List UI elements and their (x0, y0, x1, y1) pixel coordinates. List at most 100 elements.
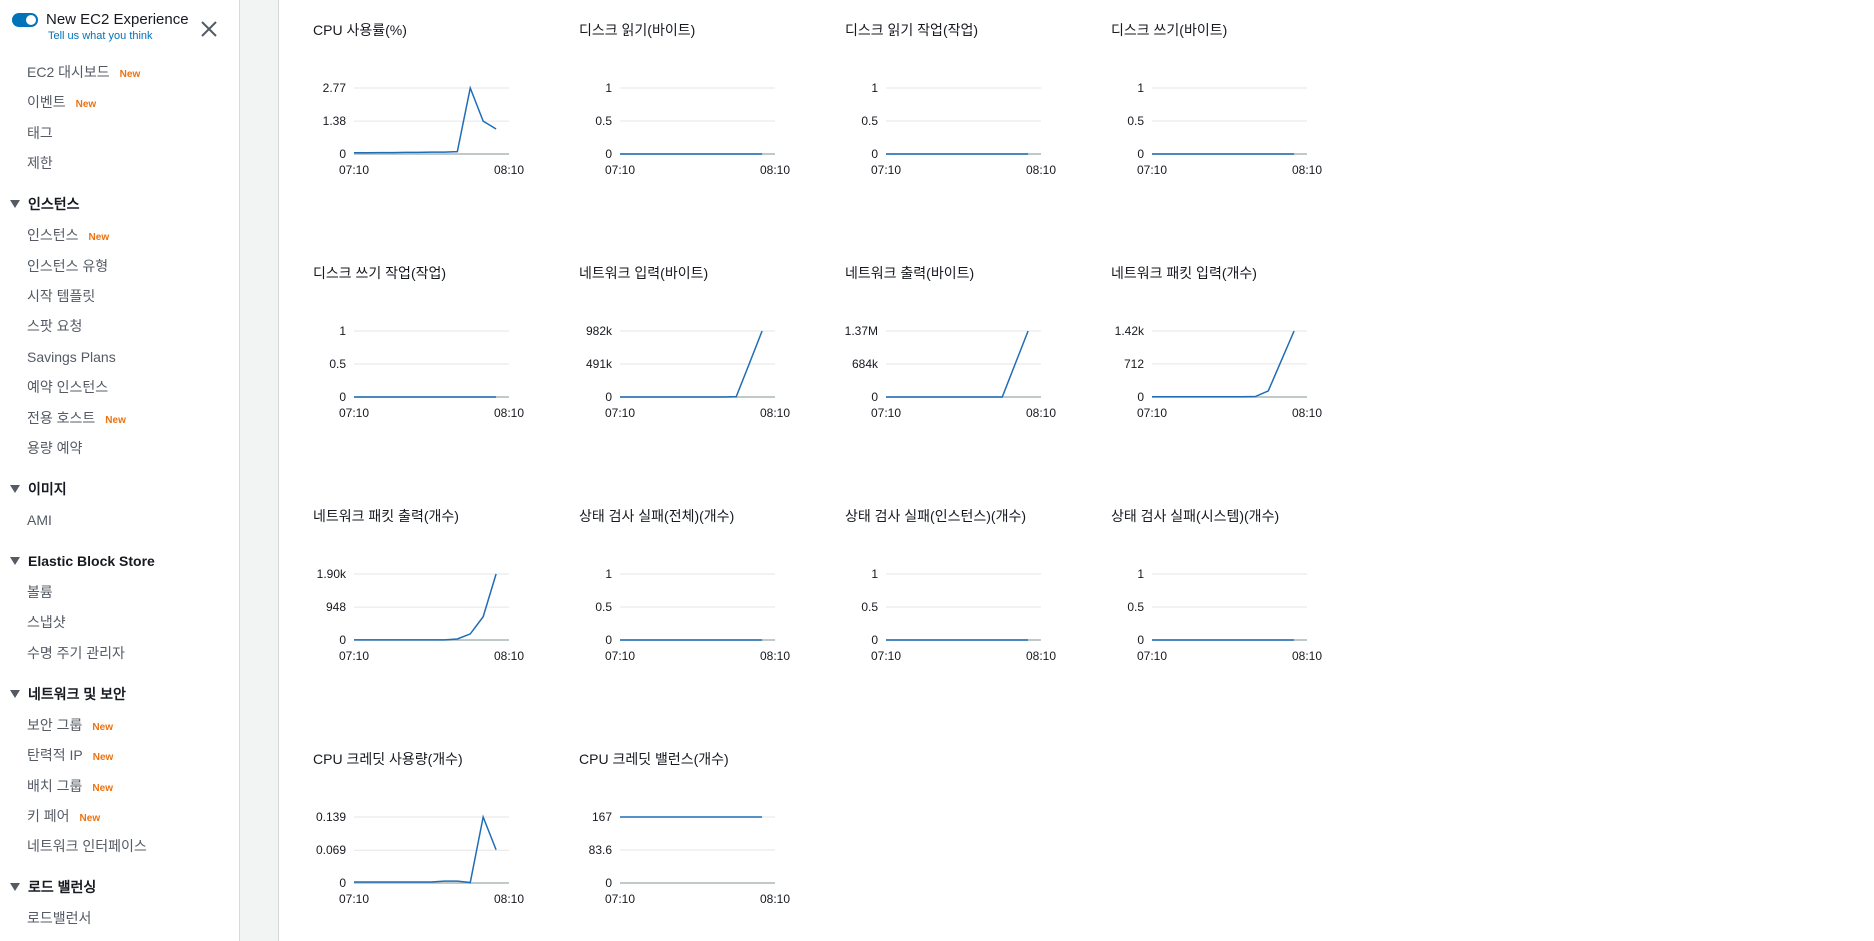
feedback-link[interactable]: Tell us what you think (48, 30, 153, 42)
nav-item[interactable]: Savings Plans (27, 347, 116, 367)
nav-label: 스팟 요청 (27, 318, 83, 335)
chart-title: 디스크 쓰기(바이트) (1111, 22, 1227, 38)
nav-item[interactable]: 배치 그룹 New (27, 776, 113, 799)
y-tick-label: 0 (339, 876, 346, 890)
nav-label: Savings Plans (27, 348, 116, 365)
y-tick-label: 83.6 (589, 843, 613, 857)
nav-item[interactable]: 키 페어 New (27, 806, 100, 829)
side-strip (240, 0, 279, 941)
y-tick-label: 0 (605, 876, 612, 890)
chart-title: 네트워크 패킷 출력(개수) (313, 508, 459, 524)
chart-title: 네트워크 출력(바이트) (845, 265, 974, 281)
chart-title: CPU 크레딧 사용량(개수) (313, 751, 463, 767)
y-tick-label: 0.069 (316, 843, 346, 857)
nav-item[interactable]: 제한 (27, 153, 53, 173)
chart-title: CPU 크레딧 밸런스(개수) (579, 751, 729, 767)
nav-label: 제한 (27, 155, 53, 172)
y-tick-label: 0 (871, 390, 878, 404)
x-tick-label: 08:10 (1292, 649, 1322, 663)
y-tick-label: 712 (1124, 357, 1144, 371)
metric-chart: 디스크 쓰기 작업(작업) 0 0.5 1 07:10 08:10 (313, 265, 524, 420)
metric-chart: 네트워크 입력(바이트) 0 491k 982k 07:10 08:10 (579, 265, 790, 420)
nav-item[interactable]: 시작 템플릿 (27, 286, 95, 306)
x-tick-label: 08:10 (760, 163, 790, 177)
y-tick-label: 1.38 (323, 114, 347, 128)
new-badge: New (92, 721, 113, 733)
sidebar: New EC2 Experience Tell us what you thin… (0, 0, 240, 941)
section-heading: Elastic Block Store (10, 553, 155, 569)
nav-item[interactable]: 로드밸런서 (27, 908, 91, 928)
experience-toggle[interactable] (12, 13, 38, 27)
x-tick-label: 08:10 (494, 163, 524, 177)
x-tick-label: 07:10 (1137, 649, 1167, 663)
y-tick-label: 0 (1137, 390, 1144, 404)
nav-item[interactable]: 태그 (27, 123, 53, 143)
nav-item[interactable]: 인스턴스 New (27, 225, 109, 248)
data-line (620, 330, 763, 398)
nav-item[interactable]: 이벤트 New (27, 92, 96, 115)
y-tick-label: 0 (1137, 633, 1144, 647)
nav-label: 인스턴스 (27, 227, 79, 244)
x-tick-label: 07:10 (871, 406, 901, 420)
y-tick-label: 1 (871, 567, 878, 581)
nav-label: 시작 템플릿 (27, 288, 96, 304)
x-tick-label: 08:10 (1026, 163, 1056, 177)
nav-label: EC2 대시보드 (27, 64, 110, 80)
new-badge: New (88, 232, 110, 244)
metric-chart: 디스크 읽기 작업(작업) 0 0.5 1 07:10 08:10 (845, 22, 1056, 177)
metric-chart: CPU 크레딧 밸런스(개수) 0 83.6 167 07:10 08:10 (579, 751, 790, 906)
nav-item[interactable]: 스팟 요청 (27, 316, 82, 336)
nav-item[interactable]: AMI (27, 510, 52, 530)
metric-chart: 디스크 읽기(바이트) 0 0.5 1 07:10 08:10 (579, 22, 790, 177)
y-tick-label: 1 (605, 81, 612, 95)
nav-label: 로드밸런서 (27, 910, 92, 927)
chart-title: 상태 검사 실패(전체)(개수) (579, 508, 734, 524)
x-tick-label: 07:10 (871, 163, 901, 177)
y-tick-label: 0 (605, 147, 612, 161)
y-tick-label: 1.90k (317, 567, 347, 581)
close-button[interactable] (200, 20, 218, 38)
nav-label: 전용 호스트 (27, 409, 96, 426)
chart-title: 디스크 쓰기 작업(작업) (313, 265, 446, 281)
nav-item[interactable]: 용량 예약 (27, 438, 82, 458)
y-tick-label: 948 (326, 600, 346, 614)
y-tick-label: 0 (871, 147, 878, 161)
nav-item[interactable]: 스냅샷 (27, 612, 66, 632)
y-tick-label: 684k (852, 357, 879, 371)
x-tick-label: 07:10 (1137, 163, 1167, 177)
y-tick-label: 167 (592, 810, 612, 824)
nav-item[interactable]: 네트워크 인터페이스 (27, 836, 147, 856)
nav-item[interactable]: 인스턴스 유형 (27, 256, 108, 276)
chart-title: CPU 사용률(%) (313, 22, 407, 38)
x-tick-label: 07:10 (339, 406, 369, 420)
new-badge: New (92, 782, 113, 794)
nav-label: 키 페어 (27, 808, 70, 824)
y-tick-label: 1 (1137, 81, 1144, 95)
nav-item[interactable]: 수명 주기 관리자 (27, 643, 125, 663)
nav-item[interactable]: 전용 호스트 New (27, 408, 126, 431)
nav-item[interactable]: EC2 대시보드 New (27, 62, 140, 85)
nav-item[interactable]: 볼륨 (27, 582, 53, 602)
section-heading: 네트워크 및 보안 (10, 685, 126, 702)
nav-label: 스냅샷 (27, 614, 66, 631)
nav-label: 이벤트 (27, 94, 66, 111)
y-tick-label: 982k (586, 324, 613, 338)
y-tick-label: 1 (605, 567, 612, 581)
x-tick-label: 08:10 (494, 892, 524, 906)
new-badge: New (92, 752, 114, 764)
y-tick-label: 0.5 (595, 114, 612, 128)
toggle-label: New EC2 Experience (46, 11, 189, 28)
y-tick-label: 0 (871, 633, 878, 647)
x-tick-label: 07:10 (605, 163, 635, 177)
nav-label: 보안 그룹 (27, 716, 83, 733)
metric-chart: 네트워크 출력(바이트) 0 684k 1.37M 07:10 08:10 (845, 265, 1056, 420)
nav-item[interactable]: 예약 인스턴스 (27, 377, 108, 397)
y-tick-label: 1.42k (1115, 324, 1145, 338)
x-tick-label: 08:10 (760, 892, 790, 906)
y-tick-label: 491k (586, 357, 613, 371)
data-line (354, 573, 497, 641)
new-badge: New (75, 99, 97, 111)
metric-chart: 네트워크 패킷 입력(개수) 0 712 1.42k 07:10 08:10 (1111, 265, 1322, 420)
nav-item[interactable]: 탄력적 IP New (27, 745, 113, 768)
nav-item[interactable]: 보안 그룹 New (27, 715, 113, 738)
